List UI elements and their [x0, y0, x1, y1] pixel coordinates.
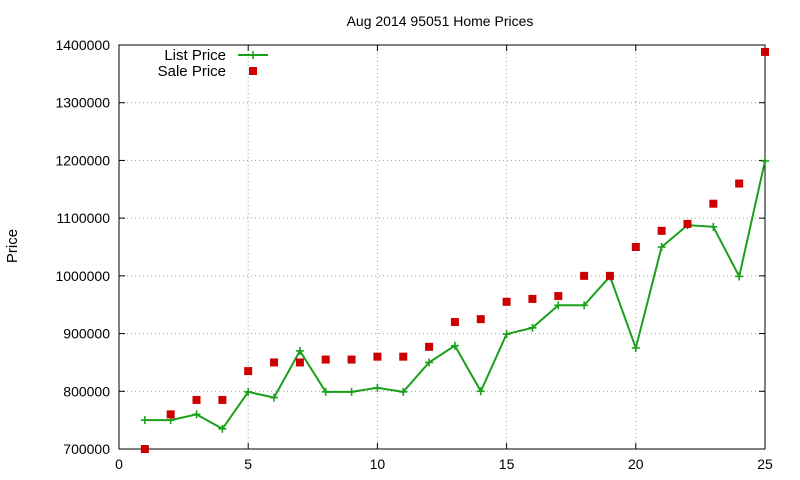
list-price-point — [476, 387, 485, 396]
sale-price-point — [657, 226, 666, 235]
sale-price-point — [270, 358, 279, 367]
axes: 0 5 10 15 20 25 700000 800000 900000 1000000 11000… — [55, 37, 773, 472]
sale-price-point — [244, 367, 253, 376]
list-price-point — [295, 346, 304, 355]
chart-title: Aug 2014 95051 Home Prices — [347, 13, 534, 29]
y-axis-title: Price — [4, 229, 21, 263]
sale-price-point — [192, 395, 201, 404]
grid — [119, 45, 765, 449]
list-price-point — [657, 243, 666, 251]
sale-price-point — [373, 352, 382, 361]
series-layer — [140, 47, 769, 453]
x-tick-label: 5 — [244, 456, 252, 472]
sale-price-point — [554, 292, 563, 301]
list-price-point — [270, 393, 279, 402]
sale-price-point — [399, 352, 408, 361]
sale-price-point — [218, 395, 227, 404]
list-price-point — [218, 424, 227, 433]
list-price-point — [140, 416, 149, 425]
sale-price-point — [502, 297, 511, 306]
sale-price-point — [347, 355, 356, 364]
legend-label: Sale Price — [158, 63, 226, 80]
list-price-point — [399, 387, 408, 396]
list-price-point — [580, 301, 589, 310]
list-price-line — [144, 160, 766, 431]
y-tick-label: 1200000 — [55, 152, 110, 168]
list-price-point — [244, 387, 253, 396]
list-price-point — [450, 341, 459, 350]
sale-price-point — [683, 219, 692, 228]
list-price-point — [347, 387, 356, 396]
x-tick-label: 20 — [628, 456, 644, 472]
list-price-point — [321, 387, 330, 396]
x-tick-label: 0 — [115, 456, 123, 472]
sale-price-point — [140, 445, 149, 453]
list-price-point — [735, 272, 744, 281]
y-tick-label: 1300000 — [55, 95, 110, 111]
sale-price-point — [295, 358, 304, 367]
list-price-point — [631, 344, 640, 352]
list-price-point — [192, 410, 201, 419]
x-tick-label: 15 — [499, 456, 515, 472]
series-sale-price — [140, 47, 769, 453]
list-price-point — [502, 330, 511, 339]
sale-price-point — [450, 318, 459, 327]
x-tick-label: 10 — [370, 456, 386, 472]
y-tick-label: 1100000 — [57, 210, 111, 226]
list-price-point — [373, 383, 382, 392]
sale-price-point — [580, 271, 589, 280]
sale-price-point — [735, 179, 744, 188]
list-price-point — [425, 358, 434, 367]
list-price-point — [709, 222, 718, 231]
x-tick-label: 25 — [757, 456, 773, 472]
sale-price-point — [761, 47, 769, 56]
sale-price-point — [166, 410, 175, 419]
y-tick-label: 1400000 — [55, 37, 110, 53]
legend-label: List Price — [164, 47, 226, 64]
sale-price-point — [605, 271, 614, 280]
y-tick-label: 1000000 — [55, 268, 110, 284]
sale-price-point — [321, 355, 330, 364]
sale-price-point — [709, 199, 718, 208]
legend-square-sample — [249, 67, 257, 75]
y-tick-label: 900000 — [63, 326, 110, 342]
sale-price-point — [528, 294, 537, 303]
sale-price-point — [476, 315, 485, 324]
plot-border — [118, 44, 766, 450]
y-tick-label: 800000 — [63, 383, 110, 399]
sale-price-point — [631, 243, 640, 251]
list-price-point — [554, 301, 563, 310]
list-price-point — [528, 323, 537, 332]
y-tick-label: 700000 — [63, 441, 110, 457]
sale-price-point — [425, 342, 434, 351]
list-price-point — [761, 157, 769, 166]
